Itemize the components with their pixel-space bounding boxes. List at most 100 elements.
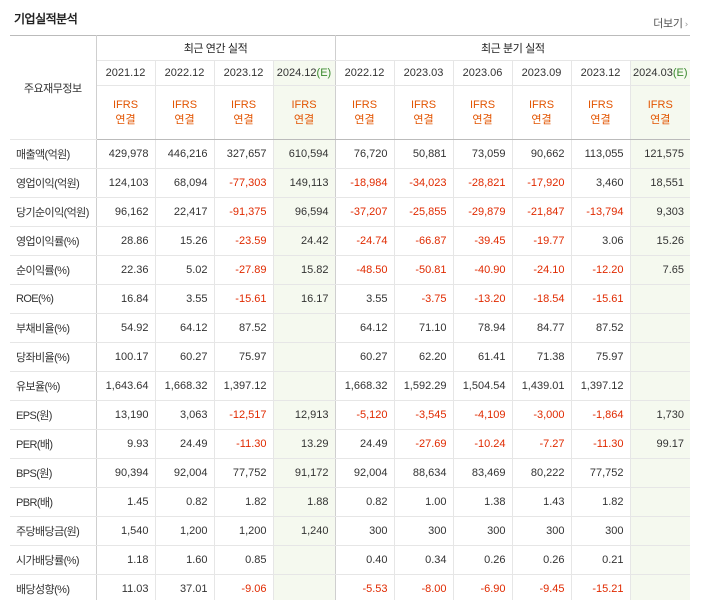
- ifrs-line1: IFRS: [469, 98, 496, 111]
- value-cell: 124,103: [96, 168, 156, 198]
- table-row: 당좌비율(%) 100.17 60.27 75.97 60.27 62.20 61.41 71…: [10, 342, 691, 372]
- period-label: 2024.03: [633, 67, 673, 79]
- ifrs-label-quarterly-5: IFRS 연결: [630, 85, 691, 140]
- value-cell: 446,216: [155, 139, 215, 169]
- value-cell: 18,551: [630, 168, 691, 198]
- value-cell: 1,730: [630, 400, 691, 430]
- value-cell: 300: [571, 516, 631, 546]
- value-cell: 100.17: [96, 342, 156, 372]
- value-cell: 76,720: [335, 139, 395, 169]
- period-header-annual-3: 2024.12(E): [273, 60, 336, 86]
- value-cell: 24.49: [335, 429, 395, 459]
- annual-group-header: 최근 연간 실적: [96, 35, 336, 61]
- value-cell: 7.65: [630, 255, 691, 285]
- ifrs-label-quarterly-1: IFRS 연결: [394, 85, 454, 140]
- value-cell: 1,668.32: [335, 371, 395, 401]
- ifrs-label-quarterly-3: IFRS 연결: [512, 85, 572, 140]
- value-cell: -10.24: [453, 429, 513, 459]
- ifrs-line2: 연결: [650, 113, 671, 126]
- value-cell: -3,000: [512, 400, 572, 430]
- value-cell: [273, 313, 336, 343]
- period-header-quarterly-4: 2023.12: [571, 60, 631, 86]
- period-label: 2022.12: [164, 67, 205, 79]
- value-cell: 71.38: [512, 342, 572, 372]
- value-cell: -24.10: [512, 255, 572, 285]
- ifrs-line2: 연결: [293, 113, 315, 126]
- value-cell: 61.41: [453, 342, 513, 372]
- value-cell: 62.20: [394, 342, 454, 372]
- ifrs-line1: IFRS: [230, 98, 257, 111]
- value-cell: 9.93: [96, 429, 156, 459]
- value-cell: -9.45: [512, 574, 572, 600]
- table-row: 배당성향(%) 11.03 37.01 -9.06 -5.53 -8.00 -6.90 -9.…: [10, 574, 691, 600]
- value-cell: 77,752: [571, 458, 631, 488]
- value-cell: 3.06: [571, 226, 631, 256]
- value-cell: 0.40: [335, 545, 395, 575]
- ifrs-line1: IFRS: [171, 98, 198, 111]
- value-cell: [630, 545, 691, 575]
- value-cell: 87.52: [214, 313, 274, 343]
- value-cell: 9,303: [630, 197, 691, 227]
- value-cell: 64.12: [335, 313, 395, 343]
- value-cell: 73,059: [453, 139, 513, 169]
- value-cell: 429,978: [96, 139, 156, 169]
- value-cell: -91,375: [214, 197, 274, 227]
- value-cell: 1,200: [155, 516, 215, 546]
- value-cell: 90,394: [96, 458, 156, 488]
- value-cell: 1,397.12: [571, 371, 631, 401]
- value-cell: 0.82: [335, 487, 395, 517]
- ifrs-line1: IFRS: [351, 98, 378, 111]
- value-cell: 1,668.32: [155, 371, 215, 401]
- value-cell: -21,847: [512, 197, 572, 227]
- ifrs-line2: 연결: [174, 113, 195, 126]
- value-cell: -18,984: [335, 168, 395, 198]
- row-label: ROE(%): [10, 284, 97, 314]
- value-cell: -15.61: [571, 284, 631, 314]
- row-label: PBR(배): [10, 487, 97, 517]
- value-cell: 1.00: [394, 487, 454, 517]
- row-label: 유보율(%): [10, 371, 97, 401]
- value-cell: 87.52: [571, 313, 631, 343]
- value-cell: 3.55: [155, 284, 215, 314]
- value-cell: 96,162: [96, 197, 156, 227]
- value-cell: -18.54: [512, 284, 572, 314]
- value-cell: 1,200: [214, 516, 274, 546]
- period-header-quarterly-2: 2023.06: [453, 60, 513, 86]
- value-cell: 113,055: [571, 139, 631, 169]
- value-cell: 68,094: [155, 168, 215, 198]
- period-header-quarterly-5: 2024.03(E): [630, 60, 691, 86]
- period-header-annual-1: 2022.12: [155, 60, 215, 86]
- value-cell: 96,594: [273, 197, 336, 227]
- value-cell: 15.26: [630, 226, 691, 256]
- value-cell: 0.82: [155, 487, 215, 517]
- value-cell: -13.20: [453, 284, 513, 314]
- ifrs-line2: 연결: [590, 113, 611, 126]
- ifrs-label-quarterly-4: IFRS 연결: [571, 85, 631, 140]
- value-cell: 92,004: [335, 458, 395, 488]
- value-cell: [630, 284, 691, 314]
- ifrs-line2: 연결: [531, 113, 552, 126]
- value-cell: 1,592.29: [394, 371, 454, 401]
- value-cell: [630, 342, 691, 372]
- value-cell: 16.84: [96, 284, 156, 314]
- more-link[interactable]: 더보기 ›: [653, 15, 688, 31]
- estimate-tag: (E): [672, 67, 688, 79]
- value-cell: 88,634: [394, 458, 454, 488]
- row-label: 순이익률(%): [10, 255, 97, 285]
- value-cell: -12,517: [214, 400, 274, 430]
- value-cell: 1,439.01: [512, 371, 572, 401]
- value-cell: 1.43: [512, 487, 572, 517]
- value-cell: 1,540: [96, 516, 156, 546]
- table-row: 영업이익률(%) 28.86 15.26 -23.59 24.42 -24.74 -66.8…: [10, 226, 691, 256]
- value-cell: -4,109: [453, 400, 513, 430]
- row-label: 주당배당금(원): [10, 516, 97, 546]
- row-label: 당좌비율(%): [10, 342, 97, 372]
- value-cell: 610,594: [273, 139, 336, 169]
- table-row: 유보율(%) 1,643.64 1,668.32 1,397.12 1,668.32 1,…: [10, 371, 691, 401]
- value-cell: -40.90: [453, 255, 513, 285]
- period-header-annual-2: 2023.12: [214, 60, 274, 86]
- ifrs-line2: 연결: [472, 113, 493, 126]
- value-cell: 64.12: [155, 313, 215, 343]
- value-cell: 78.94: [453, 313, 513, 343]
- value-cell: 0.21: [571, 545, 631, 575]
